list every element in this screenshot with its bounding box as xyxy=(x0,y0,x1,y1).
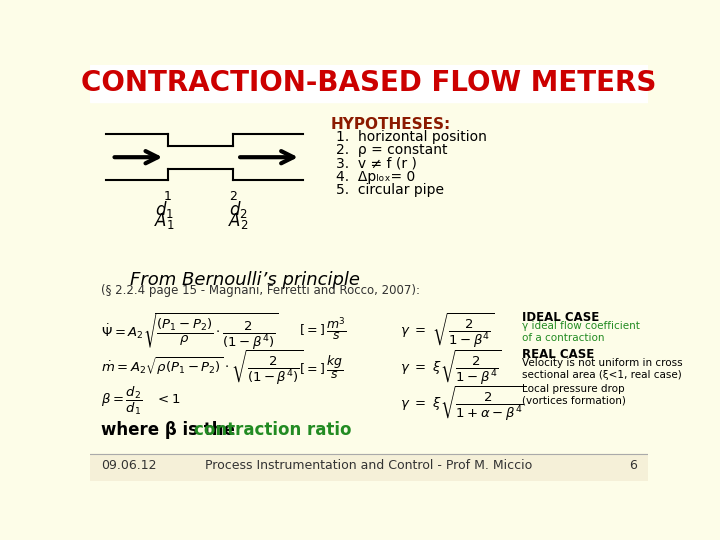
Text: $\dot{\Psi} = A_2\sqrt{\dfrac{(P_1-P_2)}{\rho}\cdot\dfrac{2}{(1-\beta^4)}}$: $\dot{\Psi} = A_2\sqrt{\dfrac{(P_1-P_2)}… xyxy=(101,311,279,352)
Text: $d_2$: $d_2$ xyxy=(229,199,248,220)
Text: 1.  horizontal position: 1. horizontal position xyxy=(336,130,487,144)
Text: Velocity is not uniform in cross
sectional area (ξ<1, real case): Velocity is not uniform in cross section… xyxy=(523,358,683,380)
Text: $d_1$: $d_1$ xyxy=(155,199,174,220)
Text: $\dot{m} = A_2\sqrt{\rho(P_1-P_2)}\cdot\sqrt{\dfrac{2}{(1-\beta^4)}}$: $\dot{m} = A_2\sqrt{\rho(P_1-P_2)}\cdot\… xyxy=(101,348,303,387)
Text: From Bernoulli’s principle: From Bernoulli’s principle xyxy=(130,271,360,289)
Text: contraction ratio: contraction ratio xyxy=(194,421,351,438)
Text: 5.  circular pipe: 5. circular pipe xyxy=(336,183,444,197)
Text: REAL CASE: REAL CASE xyxy=(523,348,595,361)
Text: $\gamma\ =\ \xi\sqrt{\dfrac{2}{1+\alpha-\beta^4}}$: $\gamma\ =\ \xi\sqrt{\dfrac{2}{1+\alpha-… xyxy=(400,384,526,423)
Text: 2: 2 xyxy=(230,190,238,202)
Text: 6: 6 xyxy=(629,460,637,472)
Text: IDEAL CASE: IDEAL CASE xyxy=(523,311,600,324)
Text: $A_2$: $A_2$ xyxy=(228,211,248,231)
Bar xyxy=(90,455,648,481)
Text: Process Instrumentation and Control - Prof M. Miccio: Process Instrumentation and Control - Pr… xyxy=(205,460,533,472)
Text: 4.  Δpₗₒₓ= 0: 4. Δpₗₒₓ= 0 xyxy=(336,170,415,184)
Text: 1: 1 xyxy=(163,190,171,202)
Text: $\gamma\ =\ \sqrt{\dfrac{2}{1-\beta^4}}$: $\gamma\ =\ \sqrt{\dfrac{2}{1-\beta^4}}$ xyxy=(400,311,494,350)
Text: (§ 2.2.4 page 15 - Magnani, Ferretti and Rocco, 2007):: (§ 2.2.4 page 15 - Magnani, Ferretti and… xyxy=(101,284,420,297)
Text: Local pressure drop
(vortices formation): Local pressure drop (vortices formation) xyxy=(523,384,626,406)
Text: 3.  v ≠ f (r ): 3. v ≠ f (r ) xyxy=(336,157,418,171)
Bar xyxy=(90,65,648,102)
Text: $[=]\,\dfrac{m^3}{s}$: $[=]\,\dfrac{m^3}{s}$ xyxy=(300,316,347,343)
Text: $[=]\,\dfrac{kg}{s}$: $[=]\,\dfrac{kg}{s}$ xyxy=(300,353,343,381)
Text: 09.06.12: 09.06.12 xyxy=(101,460,156,472)
Text: $\gamma\ =\ \xi\sqrt{\dfrac{2}{1-\beta^4}}$: $\gamma\ =\ \xi\sqrt{\dfrac{2}{1-\beta^4… xyxy=(400,348,502,387)
Text: 2.  ρ = constant: 2. ρ = constant xyxy=(336,143,448,157)
Text: $A_1$: $A_1$ xyxy=(154,211,175,231)
Text: HYPOTHESES:: HYPOTHESES: xyxy=(330,117,451,132)
Text: CONTRACTION-BASED FLOW METERS: CONTRACTION-BASED FLOW METERS xyxy=(81,69,657,97)
Text: where β is the: where β is the xyxy=(101,421,240,438)
Text: $\beta = \dfrac{d_2}{d_1}\quad <1$: $\beta = \dfrac{d_2}{d_1}\quad <1$ xyxy=(101,384,180,417)
Text: γ ideal flow coefficient
of a contraction: γ ideal flow coefficient of a contractio… xyxy=(523,321,640,343)
